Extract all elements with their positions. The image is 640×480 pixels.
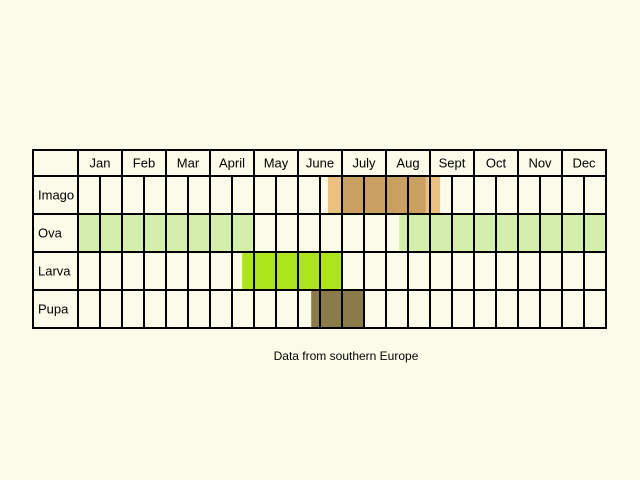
row-label: Larva — [38, 263, 71, 278]
month-label: Nov — [528, 155, 552, 170]
period-bar — [399, 214, 606, 252]
month-label: Feb — [133, 155, 155, 170]
row-label: Imago — [38, 187, 74, 202]
month-label: Sept — [439, 155, 466, 170]
month-label: June — [306, 155, 334, 170]
month-label: Oct — [486, 155, 507, 170]
period-bar — [242, 252, 342, 290]
caption: Data from southern Europe — [274, 349, 419, 363]
month-label: Aug — [396, 155, 419, 170]
period-bar — [342, 176, 426, 214]
month-label: Dec — [572, 155, 596, 170]
month-label: July — [352, 155, 376, 170]
month-label: Mar — [177, 155, 200, 170]
row-label: Ova — [38, 225, 63, 240]
month-label: May — [264, 155, 289, 170]
month-label: April — [219, 155, 245, 170]
row-label: Pupa — [38, 301, 69, 316]
month-label: Jan — [90, 155, 111, 170]
